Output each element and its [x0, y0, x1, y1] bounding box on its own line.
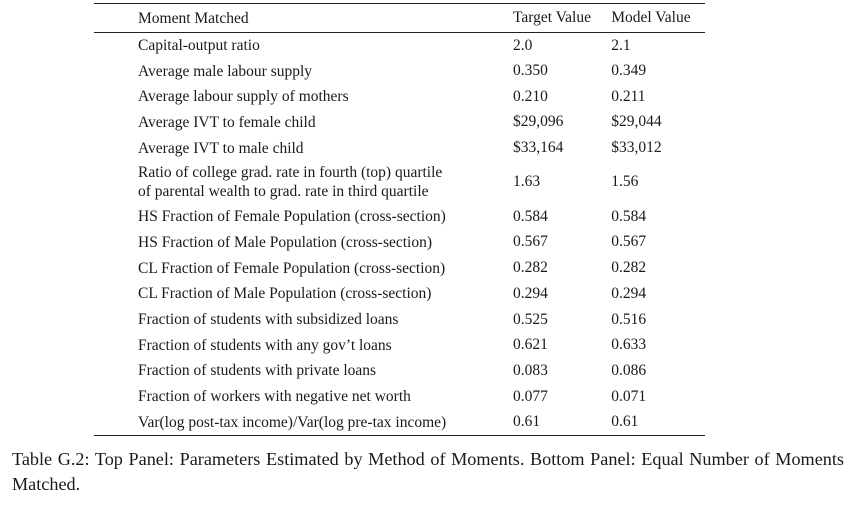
moment-cell-line: of parental wealth to grad. rate in thir… — [138, 183, 429, 201]
model-cell: 0.282 — [611, 259, 647, 277]
target-cell: 2.0 — [513, 36, 533, 54]
moments-table-container: Moment Matched Target Value Model Value … — [94, 3, 705, 436]
table-row: Fraction of workers with negative net wo… — [94, 384, 705, 410]
model-cell: 1.56 — [611, 173, 639, 191]
table-row: Var(log post-tax income)/Var(log pre-tax… — [94, 409, 705, 436]
target-cell: 0.621 — [513, 336, 548, 354]
model-cell: 0.584 — [611, 207, 647, 225]
header-moment-matched: Moment Matched — [138, 9, 249, 27]
moment-cell: Average labour supply of mothers — [138, 88, 349, 106]
table-header-row: Moment Matched Target Value Model Value — [94, 3, 705, 33]
moment-cell: Capital-output ratio — [138, 37, 260, 55]
moment-cell: Fraction of students with any gov’t loan… — [138, 336, 392, 354]
model-cell: 0.61 — [611, 413, 639, 431]
target-cell: 0.584 — [513, 207, 548, 225]
moment-cell: Average IVT to female child — [138, 113, 316, 131]
table-row: Capital-output ratio 2.0 2.1 — [94, 33, 705, 59]
target-cell: 1.63 — [513, 173, 541, 191]
model-cell: 0.516 — [611, 310, 647, 328]
target-cell: 0.525 — [513, 310, 548, 328]
model-cell: 0.294 — [611, 284, 647, 302]
target-cell: 0.083 — [513, 361, 548, 379]
table-row: Fraction of students with subsidized loa… — [94, 307, 705, 333]
moment-cell: Average male labour supply — [138, 62, 313, 80]
moments-table: Moment Matched Target Value Model Value … — [94, 3, 705, 436]
moment-cell-line: Ratio of college grad. rate in fourth (t… — [138, 164, 443, 182]
moment-cell: CL Fraction of Male Population (cross-se… — [138, 285, 432, 303]
moment-cell: Ratio of college grad. rate in fourth (t… — [94, 161, 513, 204]
model-cell: 0.567 — [611, 233, 647, 251]
model-cell: 0.349 — [611, 62, 647, 80]
target-cell: 0.567 — [513, 233, 548, 251]
header-model-value: Model Value — [611, 9, 691, 26]
model-cell: $29,044 — [611, 113, 662, 131]
table-caption: Table G.2: Top Panel: Parameters Estimat… — [12, 449, 844, 494]
moment-cell: HS Fraction of Male Population (cross-se… — [138, 233, 433, 251]
moment-cell: CL Fraction of Female Population (cross-… — [138, 259, 446, 277]
model-cell: 0.211 — [611, 87, 646, 105]
model-cell: 2.1 — [611, 36, 631, 54]
table-row: CL Fraction of Male Population (cross-se… — [94, 281, 705, 307]
moment-cell: Fraction of students with private loans — [138, 362, 377, 380]
table-row: Fraction of students with any gov’t loan… — [94, 332, 705, 358]
moment-cell: Average IVT to male child — [138, 139, 304, 157]
target-cell: $33,164 — [513, 139, 564, 157]
table-row: Fraction of students with private loans … — [94, 358, 705, 384]
table-row: Average IVT to male child $33,164 $33,01… — [94, 135, 705, 161]
table-row: HS Fraction of Female Population (cross-… — [94, 204, 705, 230]
table-row: CL Fraction of Female Population (cross-… — [94, 255, 705, 281]
moment-cell: Fraction of workers with negative net wo… — [138, 388, 411, 406]
target-cell: 0.294 — [513, 284, 548, 302]
target-cell: 0.61 — [513, 413, 541, 431]
model-cell: 0.633 — [611, 336, 647, 354]
target-cell: $29,096 — [513, 113, 564, 131]
moment-cell: HS Fraction of Female Population (cross-… — [138, 208, 446, 226]
header-target-value: Target Value — [513, 9, 591, 26]
model-cell: 0.071 — [611, 387, 647, 405]
table-row: Average male labour supply 0.350 0.349 — [94, 58, 705, 84]
model-cell: $33,012 — [611, 139, 662, 157]
target-cell: 0.210 — [513, 87, 548, 105]
table-row: Ratio of college grad. rate in fourth (t… — [94, 161, 705, 204]
table-row: Average IVT to female child $29,096 $29,… — [94, 110, 705, 136]
target-cell: 0.350 — [513, 62, 548, 80]
target-cell: 0.077 — [513, 387, 548, 405]
table-row: Average labour supply of mothers 0.210 0… — [94, 84, 705, 110]
moment-cell: Fraction of students with subsidized loa… — [138, 311, 399, 329]
moment-cell: Var(log post-tax income)/Var(log pre-tax… — [138, 413, 447, 431]
table-row: HS Fraction of Male Population (cross-se… — [94, 230, 705, 256]
model-cell: 0.086 — [611, 361, 647, 379]
target-cell: 0.282 — [513, 259, 548, 277]
